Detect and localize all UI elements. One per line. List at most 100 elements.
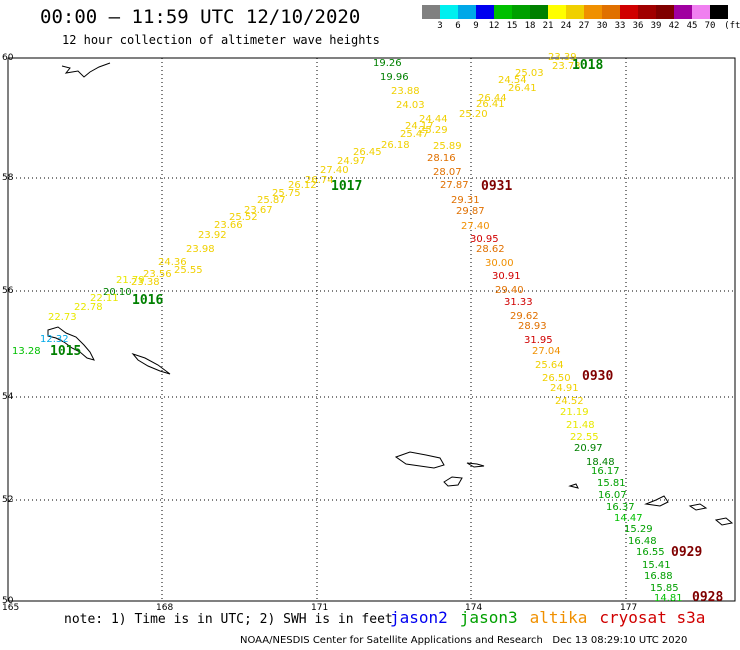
swh-value: 23.39 xyxy=(548,52,577,63)
pass-time-label: 0928 xyxy=(692,590,723,605)
swh-value: 15.81 xyxy=(597,478,626,489)
satellite-legend: jason2 jason3 altika cryosat s3a xyxy=(390,608,717,627)
swh-value: 24.54 xyxy=(498,75,527,86)
swh-value: 15.29 xyxy=(624,524,653,535)
swh-value: 16.55 xyxy=(636,547,665,558)
swh-value: 24.52 xyxy=(555,396,584,407)
legend-swatch xyxy=(530,5,548,19)
swh-value: 16.17 xyxy=(591,466,620,477)
longitude-label: 177 xyxy=(620,603,637,613)
coastline-commander-islands xyxy=(47,326,95,361)
legend-swatch xyxy=(476,5,494,19)
swh-value: 13.28 xyxy=(12,346,41,357)
swh-value: 19.26 xyxy=(373,58,402,69)
swh-value: 28.16 xyxy=(427,153,456,164)
legend-label: 70 xyxy=(704,21,716,31)
swh-value: 28.07 xyxy=(433,167,462,178)
footer-credit: NOAA/NESDIS Center for Satellite Applica… xyxy=(240,635,687,646)
legend-swatch xyxy=(494,5,512,19)
swh-value: 24.17 xyxy=(405,121,434,132)
map-subtitle: 12 hour collection of altimeter wave hei… xyxy=(62,33,380,47)
coastline-andreanof-1 xyxy=(644,495,669,507)
swh-value: 27.40 xyxy=(461,221,490,232)
latitude-label: 52 xyxy=(2,495,13,505)
legend-label: 24 xyxy=(560,21,572,31)
satellite-name: jason3 xyxy=(459,608,518,627)
map-frame xyxy=(7,57,736,602)
swh-value: 31.33 xyxy=(504,297,533,308)
legend-swatch xyxy=(566,5,584,19)
swh-value: 14.81 xyxy=(654,593,683,604)
legend-swatch xyxy=(422,5,440,19)
swh-value: 12.32 xyxy=(40,334,69,345)
coastline-kiska-islet xyxy=(466,462,485,468)
swh-value: 30.00 xyxy=(485,258,514,269)
swh-value: 18.48 xyxy=(586,457,615,468)
swh-value: 22.73 xyxy=(48,312,77,323)
swh-value: 20.97 xyxy=(574,443,603,454)
axis-tick-labels: 165 168 171 174 177 60 58 56 54 52 50 xyxy=(2,53,637,613)
latitude-label: 58 xyxy=(2,173,14,183)
coastline-amchitka xyxy=(443,476,463,487)
legend-swatch xyxy=(512,5,530,19)
swh-value: 21.19 xyxy=(560,407,589,418)
legend-swatch xyxy=(638,5,656,19)
swh-value: 31.95 xyxy=(524,335,553,346)
pass-time-label: 1018 xyxy=(572,58,603,73)
pass-time-label: 1015 xyxy=(50,344,81,359)
legend-swatch xyxy=(620,5,638,19)
swh-value: 25.87 xyxy=(257,195,286,206)
swh-value: 25.75 xyxy=(272,188,301,199)
pass-time-label: 0929 xyxy=(671,545,702,560)
latitude-label: 50 xyxy=(2,596,14,606)
swh-value: 25.47 xyxy=(400,129,429,140)
footer-note: note: 1) Time is in UTC; 2) SWH is in fe… xyxy=(64,612,393,627)
swh-value: 23.66 xyxy=(214,220,243,231)
satellite-name: jason2 xyxy=(390,608,448,627)
lat-lon-grid xyxy=(8,58,735,601)
swh-value: 26.50 xyxy=(542,373,571,384)
pass-time-label: 0931 xyxy=(481,179,512,194)
swh-value: 25.89 xyxy=(433,141,462,152)
swh-value: 24.91 xyxy=(550,383,579,394)
swh-value: 15.41 xyxy=(642,560,671,571)
swh-value: 19.96 xyxy=(380,72,409,83)
swh-value: 29.31 xyxy=(451,195,480,206)
swh-value: 16.48 xyxy=(628,536,657,547)
swh-value: 14.47 xyxy=(614,513,643,524)
legend-swatch xyxy=(692,5,710,19)
swh-value: 29.87 xyxy=(456,206,485,217)
legend-label: 30 xyxy=(596,21,608,31)
swh-value: 29.62 xyxy=(510,311,539,322)
swh-value: 22.11 xyxy=(90,293,119,304)
swh-value: 23.56 xyxy=(143,269,172,280)
satellite-name: altika xyxy=(529,608,588,627)
swh-value: 21.48 xyxy=(566,420,595,431)
swh-value: 21.79 xyxy=(116,275,145,286)
swh-value: 30.91 xyxy=(492,271,521,282)
swh-value: 25.64 xyxy=(535,360,564,371)
pass-time-label: 1017 xyxy=(331,179,362,194)
swh-value: 26.12 xyxy=(288,180,317,191)
swh-value: 23.67 xyxy=(244,205,273,216)
swh-value: 25.03 xyxy=(515,68,544,79)
pass-time-labels: 1018 1017 1016 1015 0931 0930 0929 0928 xyxy=(50,58,723,605)
coastline-kamchatka-edge xyxy=(61,62,111,78)
swh-value: 15.85 xyxy=(650,583,679,594)
swh-value: 20.10 xyxy=(103,287,132,298)
swh-value: 26.41 xyxy=(476,99,505,110)
legend-swatches xyxy=(422,5,728,19)
swh-value: 24.44 xyxy=(419,114,448,125)
longitude-label: 174 xyxy=(465,603,482,613)
legend-swatch xyxy=(674,5,692,19)
legend-swatch xyxy=(584,5,602,19)
credit-text: NOAA/NESDIS Center for Satellite Applica… xyxy=(240,635,543,646)
swh-value: 25.20 xyxy=(459,109,488,120)
swh-value: 26.41 xyxy=(508,83,537,94)
legend-unit: (ft) xyxy=(724,21,740,31)
swh-value: 30.95 xyxy=(470,234,499,245)
legend-label: 21 xyxy=(542,21,554,31)
swh-value: 24.97 xyxy=(337,156,366,167)
coastline-medny-island xyxy=(131,352,171,375)
